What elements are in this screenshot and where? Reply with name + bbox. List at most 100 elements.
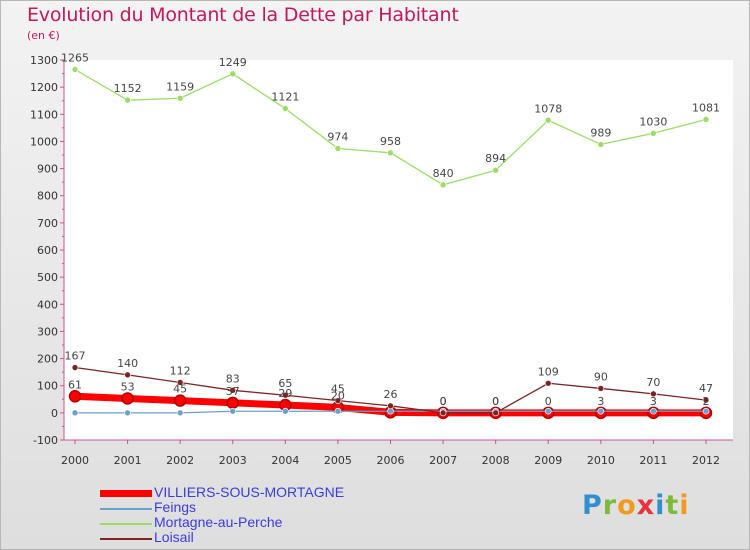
series-point-2-0 [71,66,79,73]
series-point-2-9 [544,116,552,124]
series-point-3-5 [334,397,342,404]
series-point-1-0 [71,409,79,417]
data-label-0-1: 53 [121,380,135,393]
logo-letter: i [655,490,666,521]
data-label-3-8: 0 [492,395,499,408]
data-label-2-6: 958 [380,135,401,148]
series-point-1-3 [229,407,237,415]
y-tick-label: 300 [37,325,58,338]
series-point-2-5 [334,145,342,152]
x-tick-label: 2006 [377,454,405,467]
data-label-3-10: 90 [594,370,608,383]
data-label-3-4: 65 [278,377,292,390]
series-point-1-6 [387,407,394,415]
series-point-0-1 [121,392,134,405]
data-label-3-0: 167 [65,350,86,363]
series-point-0-0 [68,390,82,403]
series-point-3-8 [492,409,499,417]
data-label-3-5: 45 [331,383,345,396]
data-label-3-3: 83 [226,372,240,385]
series-point-3-6 [387,402,394,410]
series-point-1-2 [176,409,184,417]
data-label-2-10: 989 [590,126,611,139]
data-label-overlap-2: 0 [545,395,552,408]
x-tick-label: 2001 [114,454,142,467]
logo-letter: P [582,490,603,521]
y-tick-label: 1300 [30,54,58,67]
series-point-1-4 [282,407,289,415]
data-label-2-7: 840 [433,167,454,180]
series-point-2-7 [439,181,447,189]
data-label-0-0: 61 [68,378,82,391]
series-point-2-6 [387,149,394,157]
series-point-3-4 [282,391,289,399]
y-tick-label: 500 [37,271,58,284]
data-label-overlap-1: 0 [492,395,499,408]
proxiti-logo: Proxiti [582,490,690,521]
legend-swatch [100,490,152,497]
legend-swatch [100,508,152,510]
series-point-2-8 [492,166,499,174]
data-label-3-11: 70 [646,376,660,389]
series-point-3-12 [702,396,710,404]
series-point-0-2 [173,394,187,407]
x-tick-label: 2009 [534,454,562,467]
logo-letter: r [602,490,618,521]
series-point-1-9 [544,407,552,415]
series-point-3-2 [176,379,184,386]
chart-unit: (en €) [27,29,60,42]
y-tick-label: 200 [37,353,58,366]
x-tick-label: 2000 [61,454,89,467]
data-label-0-4: 29 [278,387,292,400]
series-point-1-1 [124,409,131,417]
data-label-3-6: 26 [384,388,398,401]
data-label-3-7: 0 [440,395,447,408]
y-tick-label: 1000 [30,135,58,148]
y-tick-label: -100 [33,434,58,447]
data-label-overlap-4: 3 [650,395,657,408]
series-point-1-5 [334,407,342,415]
y-tick-label: 1100 [30,108,58,121]
series-point-3-0 [71,364,79,371]
series-point-1-12 [702,407,710,415]
logo-letter: x [636,490,656,521]
series-point-2-2 [176,94,184,102]
logo-letter: o [617,490,637,521]
series-point-3-10 [597,385,605,392]
chart-title: Evolution du Montant de la Dette par Hab… [27,4,459,26]
data-label-2-8: 894 [485,152,506,165]
legend-swatch [100,538,152,540]
x-tick-label: 2005 [324,454,352,467]
series-point-2-3 [229,70,237,78]
data-label-3-2: 112 [170,364,191,377]
legend-label: VILLIERS-SOUS-MORTAGNE [154,484,345,500]
data-label-3-12: 47 [699,382,713,395]
data-label-2-1: 1152 [114,82,142,95]
series-point-3-7 [439,409,447,417]
series-point-2-10 [597,141,605,148]
y-tick-label: 0 [51,407,58,420]
series-point-3-3 [229,387,237,394]
y-tick-label: 900 [37,163,58,176]
plot-area [64,60,733,440]
legend-swatch [100,523,152,525]
x-tick-label: 2003 [219,454,247,467]
data-label-2-12: 1081 [692,101,720,114]
series-point-0-3 [226,396,239,410]
y-tick-label: 600 [37,244,58,257]
data-label-2-3: 1249 [219,56,247,69]
data-label-2-9: 1078 [534,102,562,115]
x-tick-label: 2010 [587,454,615,467]
x-tick-label: 2002 [166,454,194,467]
legend-label: Loisail [154,529,194,545]
x-tick-label: 2004 [271,454,299,467]
x-tick-label: 2007 [429,454,457,467]
x-tick-label: 2008 [482,454,510,467]
legend-label: Feings [154,499,197,515]
series-point-1-10 [597,407,605,415]
series-point-1-11 [650,407,657,415]
data-label-3-1: 140 [117,357,138,370]
data-label-0-3: 37 [226,385,240,398]
data-label-2-4: 1121 [271,91,299,104]
